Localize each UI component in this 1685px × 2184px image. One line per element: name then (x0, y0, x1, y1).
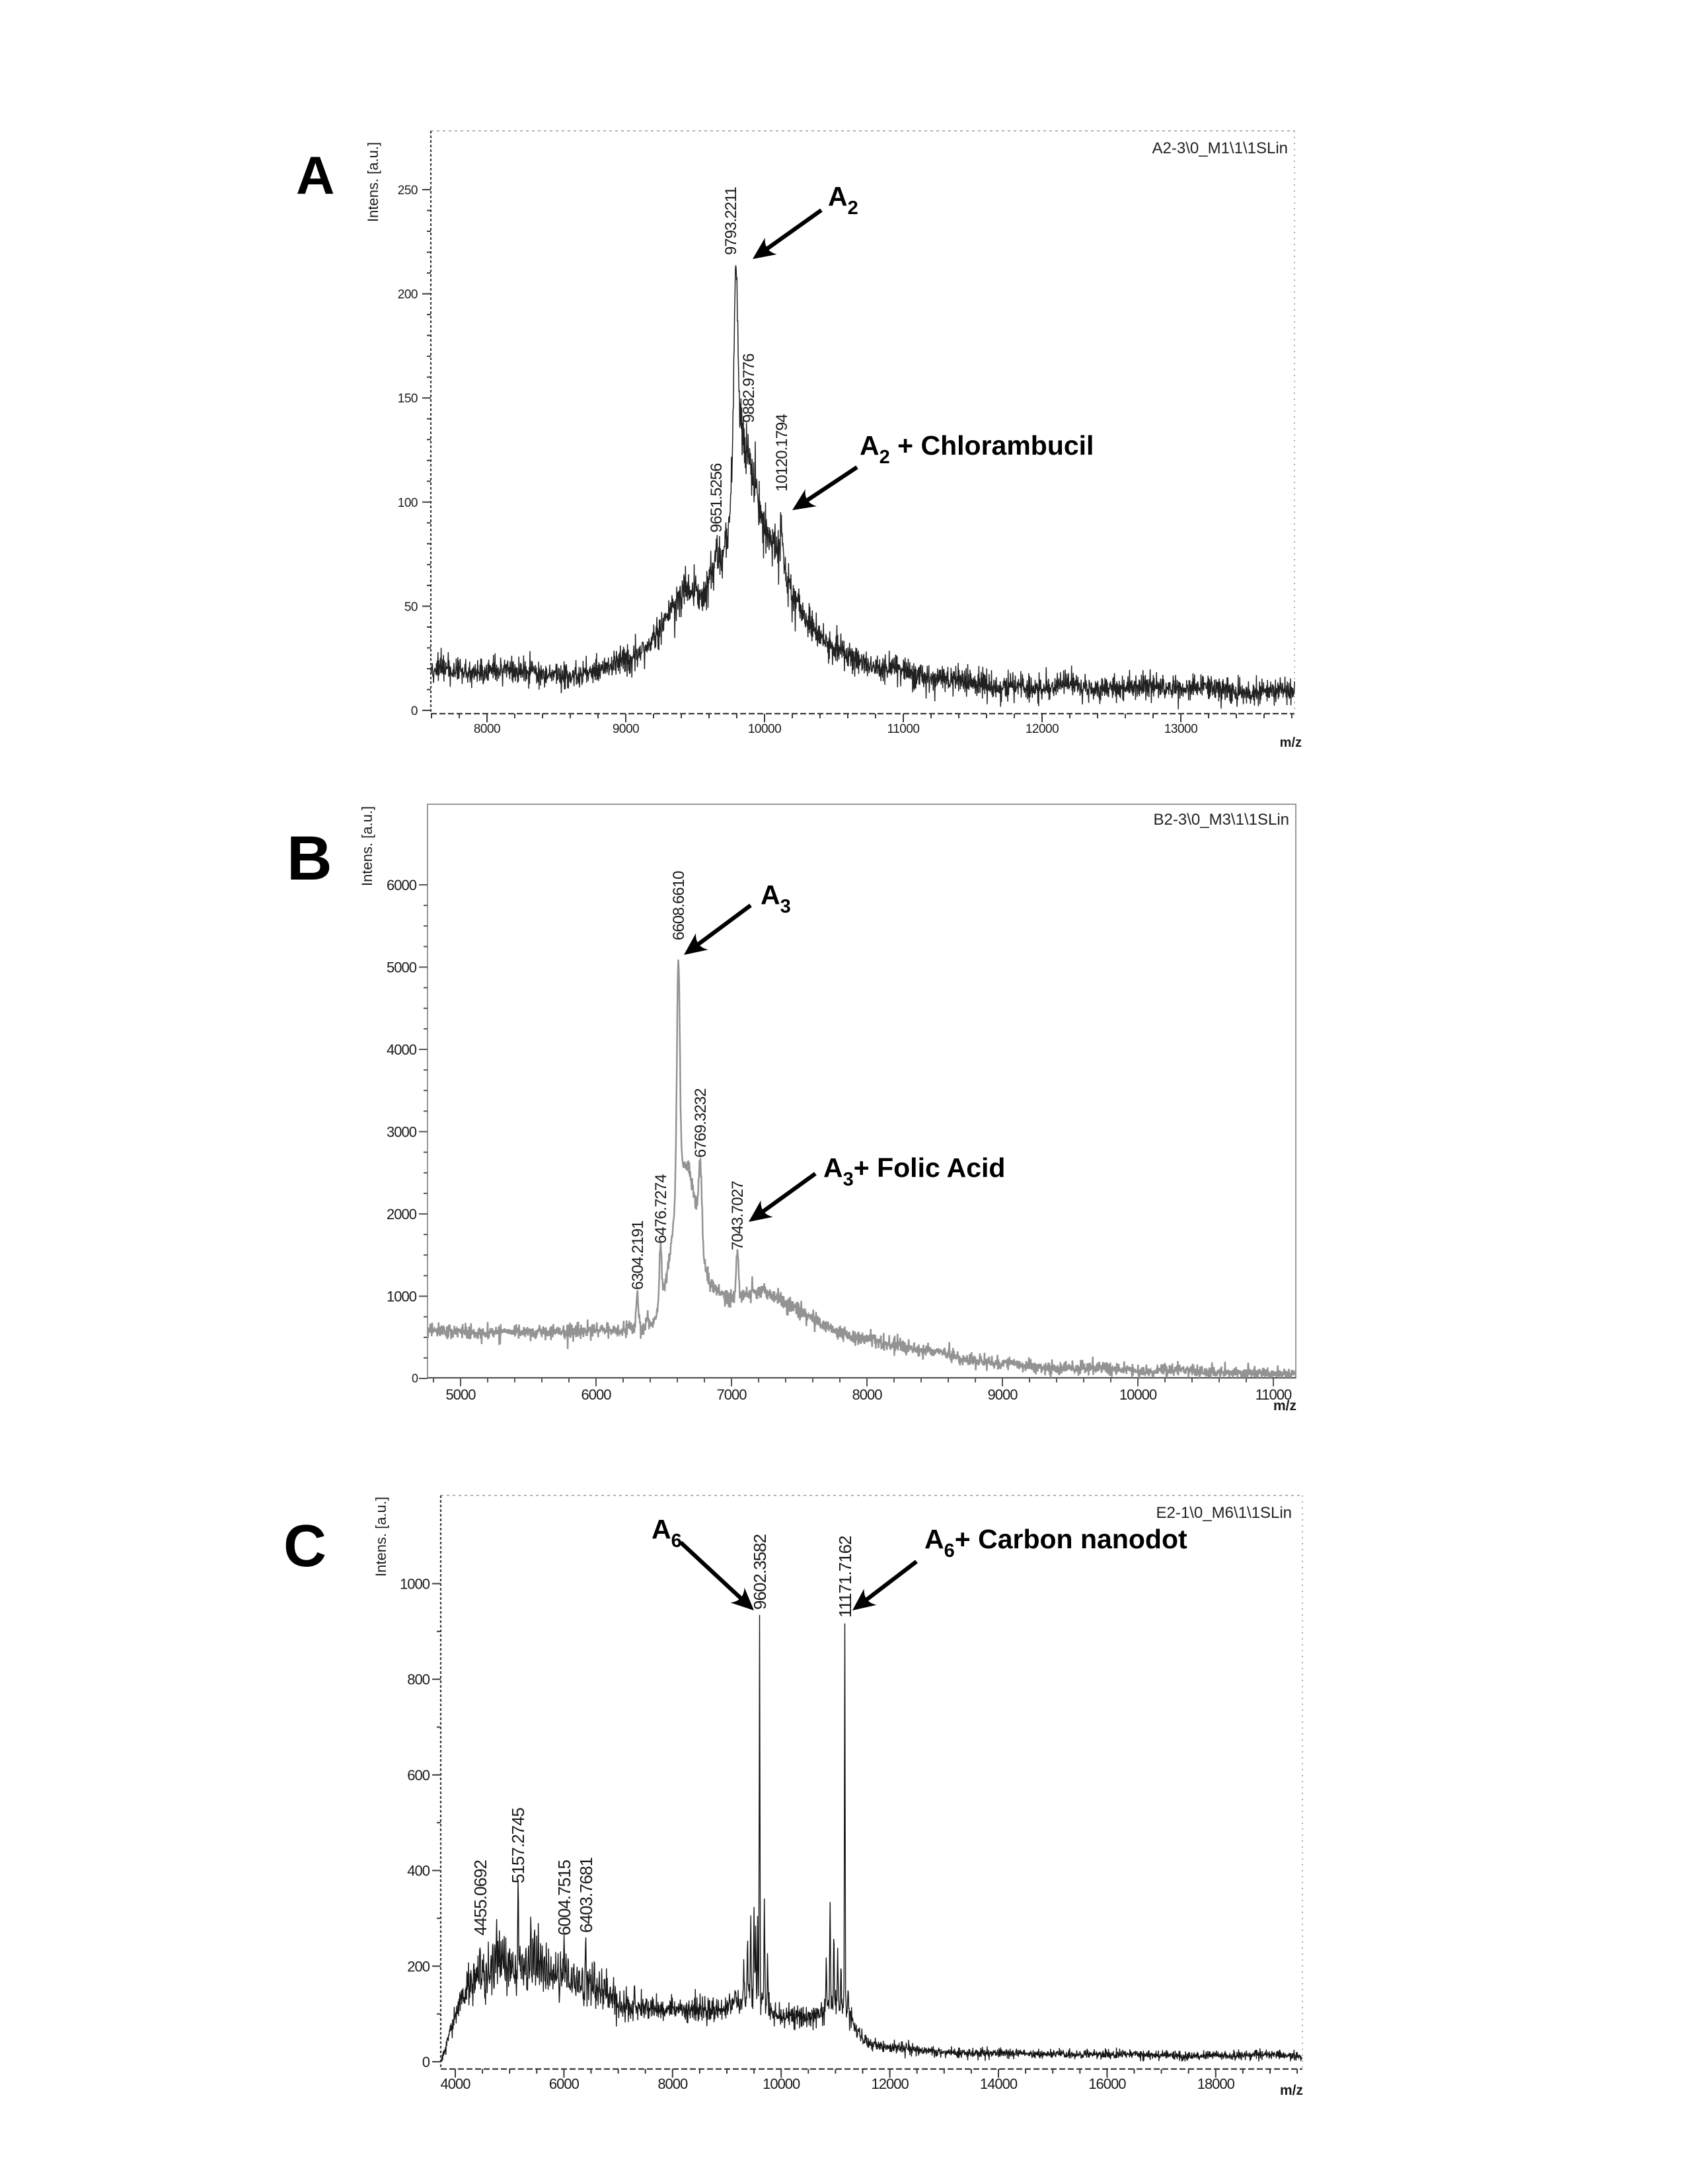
svg-text:200: 200 (398, 288, 418, 302)
svg-text:0: 0 (411, 704, 418, 718)
svg-text:Intens. [a.u.]: Intens. [a.u.] (373, 1497, 389, 1577)
svg-text:11171.7162: 11171.7162 (835, 1536, 855, 1618)
svg-text:m/z: m/z (1273, 1398, 1296, 1413)
svg-text:6476.7274: 6476.7274 (652, 1174, 670, 1244)
svg-text:100: 100 (398, 496, 418, 510)
svg-text:3000: 3000 (387, 1124, 417, 1141)
svg-text:9793.2211: 9793.2211 (722, 187, 740, 255)
svg-text:7043.7027: 7043.7027 (729, 1181, 747, 1250)
svg-text:600: 600 (407, 1767, 430, 1784)
svg-text:4455.0692: 4455.0692 (470, 1860, 490, 1936)
svg-text:6000: 6000 (581, 1386, 612, 1403)
svg-text:13000: 13000 (1164, 722, 1197, 736)
svg-text:A2-3\0_M1\1\1SLin: A2-3\0_M1\1\1SLin (1152, 139, 1288, 157)
svg-text:0: 0 (412, 1372, 418, 1385)
svg-text:9882.9776: 9882.9776 (740, 354, 758, 423)
svg-text:800: 800 (407, 1671, 430, 1688)
svg-text:11000: 11000 (1255, 1386, 1292, 1403)
svg-text:9602.3582: 9602.3582 (750, 1534, 770, 1610)
svg-text:10000: 10000 (763, 2076, 800, 2092)
svg-text:9000: 9000 (988, 1386, 1018, 1403)
svg-text:5000: 5000 (446, 1386, 476, 1403)
svg-text:10000: 10000 (1119, 1386, 1157, 1403)
svg-text:11000: 11000 (887, 722, 920, 736)
svg-text:6000: 6000 (549, 2076, 580, 2092)
svg-text:250: 250 (398, 184, 418, 198)
svg-text:14000: 14000 (980, 2076, 1018, 2092)
svg-text:E2-1\0_M6\1\1SLin: E2-1\0_M6\1\1SLin (1156, 1504, 1292, 1522)
svg-text:m/z: m/z (1280, 2083, 1303, 2098)
svg-text:6004.7515: 6004.7515 (554, 1860, 574, 1936)
svg-text:6769.3232: 6769.3232 (692, 1088, 710, 1158)
svg-text:9651.5256: 9651.5256 (708, 463, 726, 533)
svg-text:Intens. [a.u.]: Intens. [a.u.] (365, 142, 381, 222)
svg-text:150: 150 (398, 392, 418, 406)
svg-text:6000: 6000 (387, 877, 417, 893)
svg-text:5157.2745: 5157.2745 (508, 1808, 528, 1883)
svg-text:A: A (296, 146, 335, 206)
svg-text:C: C (283, 1513, 326, 1579)
svg-text:16000: 16000 (1088, 2076, 1126, 2092)
svg-text:1000: 1000 (400, 1576, 430, 1593)
svg-text:6304.2191: 6304.2191 (629, 1221, 647, 1290)
svg-text:12000: 12000 (872, 2076, 909, 2092)
svg-text:10120.1794: 10120.1794 (773, 414, 791, 492)
svg-text:6403.7681: 6403.7681 (576, 1858, 596, 1933)
svg-text:4000: 4000 (441, 2076, 471, 2092)
svg-text:200: 200 (407, 1958, 430, 1975)
svg-text:50: 50 (404, 600, 418, 614)
svg-text:4000: 4000 (387, 1041, 417, 1058)
svg-text:8000: 8000 (657, 2076, 688, 2092)
svg-text:B: B (287, 823, 332, 893)
svg-text:1000: 1000 (387, 1289, 417, 1305)
svg-text:18000: 18000 (1197, 2076, 1235, 2092)
svg-text:2000: 2000 (387, 1206, 417, 1223)
svg-text:B2-3\0_M3\1\1SLin: B2-3\0_M3\1\1SLin (1154, 811, 1289, 829)
svg-text:6608.6610: 6608.6610 (670, 871, 688, 940)
svg-text:9000: 9000 (613, 722, 639, 736)
svg-text:Intens. [a.u.]: Intens. [a.u.] (359, 806, 375, 886)
svg-text:m/z: m/z (1280, 735, 1302, 750)
svg-text:7000: 7000 (717, 1386, 747, 1403)
svg-text:10000: 10000 (748, 722, 781, 736)
svg-text:8000: 8000 (474, 722, 500, 736)
svg-text:0: 0 (422, 2054, 430, 2070)
svg-text:8000: 8000 (852, 1386, 883, 1403)
svg-text:400: 400 (407, 1863, 430, 1879)
svg-text:5000: 5000 (387, 960, 417, 976)
svg-text:12000: 12000 (1026, 722, 1059, 736)
